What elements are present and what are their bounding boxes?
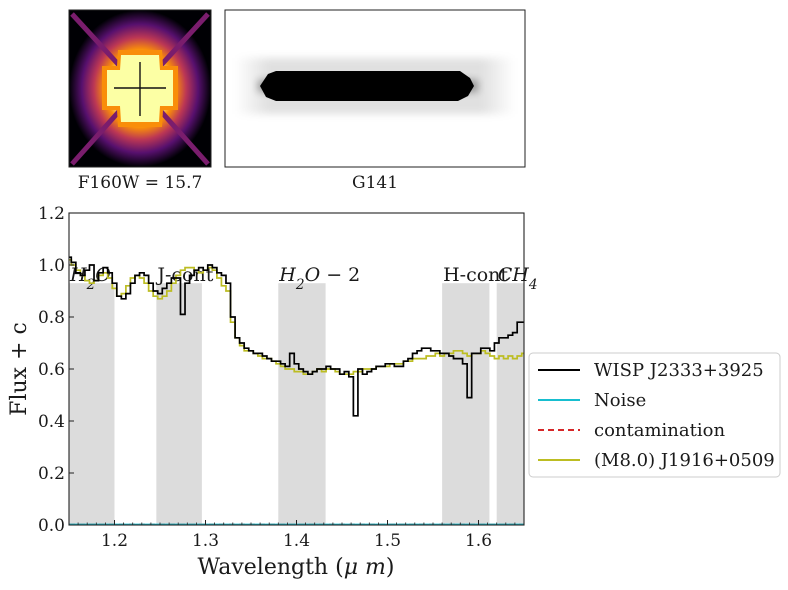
direct-image-panel bbox=[68, 9, 212, 168]
y-axis-label-text: Flux + c bbox=[7, 322, 32, 416]
direct-image-caption: F160W = 15.7 bbox=[78, 173, 203, 193]
series-line-0 bbox=[69, 256, 524, 417]
y-tick-label-1: 0.2 bbox=[38, 464, 65, 484]
band-region-2 bbox=[278, 283, 326, 525]
band-region-3 bbox=[442, 283, 490, 525]
plot-frame bbox=[68, 212, 525, 526]
legend-label-1: Noise bbox=[594, 390, 646, 411]
x-axis-label: Wavelength (μ m) bbox=[198, 555, 395, 580]
band-region-1 bbox=[156, 283, 202, 525]
legend-label-2: contamination bbox=[594, 420, 725, 441]
grism-image-caption: G141 bbox=[352, 173, 398, 193]
legend-box bbox=[528, 352, 781, 478]
y-tick-label-5: 1.0 bbox=[38, 256, 65, 276]
legend-label-0: WISP J2333+3925 bbox=[594, 360, 764, 381]
crosshair bbox=[114, 62, 166, 116]
x-tick-label-1: 1.3 bbox=[192, 531, 219, 551]
legend-label-3: (M8.0) J1916+0509 bbox=[594, 450, 775, 471]
legend: WISP J2333+3925 Noise contamination (M8.0) … bbox=[528, 352, 781, 478]
x-tick-label-2: 1.4 bbox=[283, 531, 310, 551]
axis-ticks: 1.2 1.3 1.4 1.5 1.6 0.0 0.2 0.4 0.6 0.8 1.0 1.2 bbox=[38, 204, 516, 551]
y-tick-label-3: 0.6 bbox=[38, 360, 65, 380]
y-tick-label-6: 1.2 bbox=[38, 204, 65, 224]
band-region-4 bbox=[496, 283, 524, 525]
band-region-0 bbox=[69, 283, 115, 525]
x-tick-label-0: 1.2 bbox=[101, 531, 128, 551]
band-label-4: CH4 bbox=[498, 264, 538, 293]
band-label-3: H-cont bbox=[443, 264, 508, 286]
grism-image-panel bbox=[224, 9, 526, 168]
y-tick-label-2: 0.4 bbox=[38, 412, 65, 432]
y-axis-label: Flux + c bbox=[7, 322, 32, 416]
y-tick-label-4: 0.8 bbox=[38, 308, 65, 328]
grism-spectrum-trace bbox=[258, 71, 478, 101]
x-tick-label-3: 1.5 bbox=[374, 531, 401, 551]
y-tick-label-0: 0.0 bbox=[38, 516, 65, 536]
band-label-2: H2O − 2 bbox=[278, 264, 360, 293]
x-tick-label-4: 1.6 bbox=[465, 531, 492, 551]
